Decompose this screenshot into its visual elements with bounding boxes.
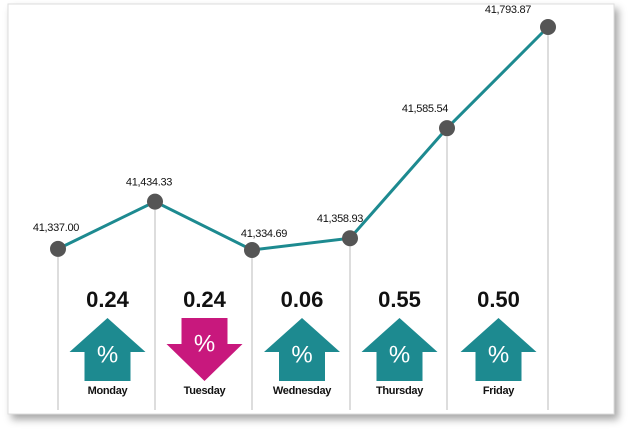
- day-label: Friday: [483, 385, 515, 397]
- point: [540, 19, 556, 35]
- percent-symbol: %: [194, 330, 215, 357]
- value-label: 41,793.87: [485, 4, 531, 16]
- value-label: 41,337.00: [33, 222, 79, 234]
- plot: 41,337.00 41,434.33 41,334.69 41,358.93 41,5…: [33, 4, 556, 410]
- arrow-down: [166, 318, 243, 381]
- change-label: 0.24: [86, 287, 130, 312]
- point: [244, 242, 260, 258]
- arrow-up: [69, 318, 146, 381]
- value-label: 41,585.54: [402, 103, 448, 115]
- point: [50, 240, 66, 257]
- day-label: Tuesday: [184, 385, 227, 397]
- day-label: Wednesday: [273, 385, 332, 397]
- arrow-up: [361, 318, 438, 381]
- change-label: 0.55: [378, 287, 421, 312]
- percent-symbol: %: [488, 341, 509, 368]
- value-label: 41,334.69: [241, 228, 287, 240]
- change-label: 0.06: [281, 287, 324, 312]
- point: [147, 193, 163, 210]
- value-label: 41,434.33: [126, 177, 172, 189]
- arrow-up: [264, 318, 340, 381]
- line: [57, 25, 550, 252]
- day-label: Thursday: [376, 385, 424, 397]
- change-label: 0.24: [183, 287, 227, 312]
- day-label: Monday: [88, 385, 129, 397]
- point: [439, 120, 455, 137]
- point: [342, 230, 358, 247]
- percent-symbol: %: [97, 341, 118, 368]
- value-label: 41,358.93: [317, 213, 363, 225]
- change-label: 0.50: [477, 287, 520, 312]
- percent-symbol: %: [389, 341, 410, 368]
- percent-symbol: %: [291, 341, 312, 368]
- arrow-up: [460, 318, 537, 381]
